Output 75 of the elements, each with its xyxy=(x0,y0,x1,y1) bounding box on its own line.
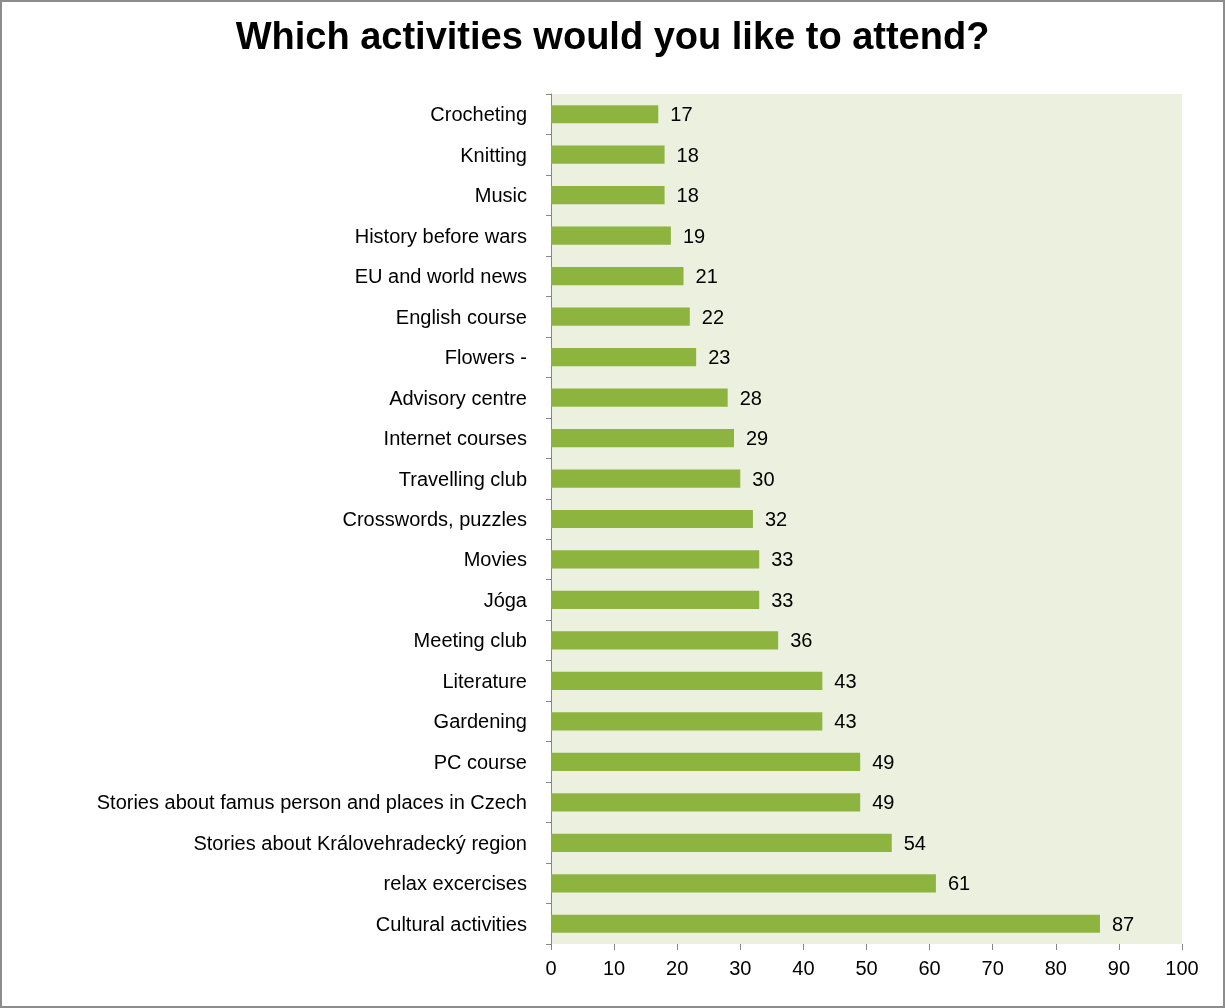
y-tick-label: Jóga xyxy=(483,588,528,611)
y-tick-label: Movies xyxy=(463,548,527,571)
y-tick-label: History before wars xyxy=(354,224,527,247)
x-tick-label: 100 xyxy=(1165,957,1199,979)
y-tick-label: Internet courses xyxy=(383,427,527,450)
data-label: 18 xyxy=(676,143,699,166)
x-tick-label: 30 xyxy=(729,957,752,979)
bar xyxy=(551,186,665,205)
data-label: 54 xyxy=(903,831,926,854)
bar xyxy=(551,793,861,812)
data-label: 32 xyxy=(764,508,788,530)
x-tick-label: 90 xyxy=(1107,957,1131,979)
data-label: 29 xyxy=(745,427,769,450)
data-label: 49 xyxy=(872,750,895,773)
y-tick-label: English course xyxy=(395,305,527,328)
bar xyxy=(551,388,728,407)
bar xyxy=(551,874,936,893)
x-tick-label: 60 xyxy=(918,957,941,979)
y-tick-label: EU and world news xyxy=(354,265,527,288)
bar xyxy=(551,307,690,326)
y-tick-label: Stories about famus person and places in Czech xyxy=(96,791,527,814)
y-tick-label: Travelling club xyxy=(398,467,527,490)
data-label: 61 xyxy=(947,872,971,895)
bar xyxy=(551,631,779,650)
bar xyxy=(551,671,823,691)
data-label: 22 xyxy=(701,305,725,328)
y-tick-label: Meeting club xyxy=(413,629,527,652)
data-label: 43 xyxy=(834,710,857,733)
data-label: 17 xyxy=(670,103,693,126)
x-tick-label: 50 xyxy=(855,957,878,979)
y-tick-label: Crosswords, puzzles xyxy=(342,508,527,530)
bar xyxy=(551,550,760,569)
bar xyxy=(551,347,697,367)
bar xyxy=(551,105,659,124)
y-tick-label: Gardening xyxy=(433,710,527,733)
data-label: 18 xyxy=(676,184,699,207)
y-tick-label: Cultural activities xyxy=(375,912,527,935)
data-label: 43 xyxy=(834,669,857,692)
bar xyxy=(551,428,734,448)
bar xyxy=(551,914,1100,933)
y-tick-label: Flowers - xyxy=(444,346,527,369)
x-tick-label: 0 xyxy=(545,957,557,979)
y-tick-label: Crocheting xyxy=(430,103,527,126)
bar xyxy=(551,509,753,529)
bar xyxy=(551,145,665,164)
x-tick-label: 70 xyxy=(981,957,1004,979)
y-tick-label: Advisory centre xyxy=(389,386,527,409)
bar xyxy=(551,752,861,771)
bar xyxy=(551,833,892,852)
data-label: 21 xyxy=(695,265,718,288)
bar xyxy=(551,267,684,286)
data-label: 33 xyxy=(771,548,794,571)
y-tick-label: Literature xyxy=(442,669,527,692)
chart-title: Which activities would you like to attend? xyxy=(235,15,990,57)
data-label: 49 xyxy=(872,791,895,814)
y-tick-label: PC course xyxy=(433,750,527,773)
y-tick-label: Music xyxy=(474,184,527,207)
data-label: 19 xyxy=(682,224,706,247)
data-label: 36 xyxy=(790,629,813,652)
bar xyxy=(551,226,671,245)
data-label: 23 xyxy=(708,346,731,369)
data-label: 30 xyxy=(752,467,775,490)
data-label: 33 xyxy=(771,588,794,611)
bar xyxy=(551,469,741,488)
x-tick-label: 40 xyxy=(792,957,815,979)
data-label: 87 xyxy=(1111,912,1135,935)
x-tick-label: 10 xyxy=(602,957,626,979)
bar xyxy=(551,712,823,731)
y-tick-label: Stories about Královehradecký region xyxy=(193,831,527,854)
data-label: 28 xyxy=(739,386,762,409)
y-tick-label: Knitting xyxy=(460,143,527,166)
bar xyxy=(551,590,760,610)
x-tick-label: 20 xyxy=(666,957,689,979)
y-tick-label: relax excercises xyxy=(383,872,527,895)
x-tick-label: 80 xyxy=(1044,957,1067,979)
